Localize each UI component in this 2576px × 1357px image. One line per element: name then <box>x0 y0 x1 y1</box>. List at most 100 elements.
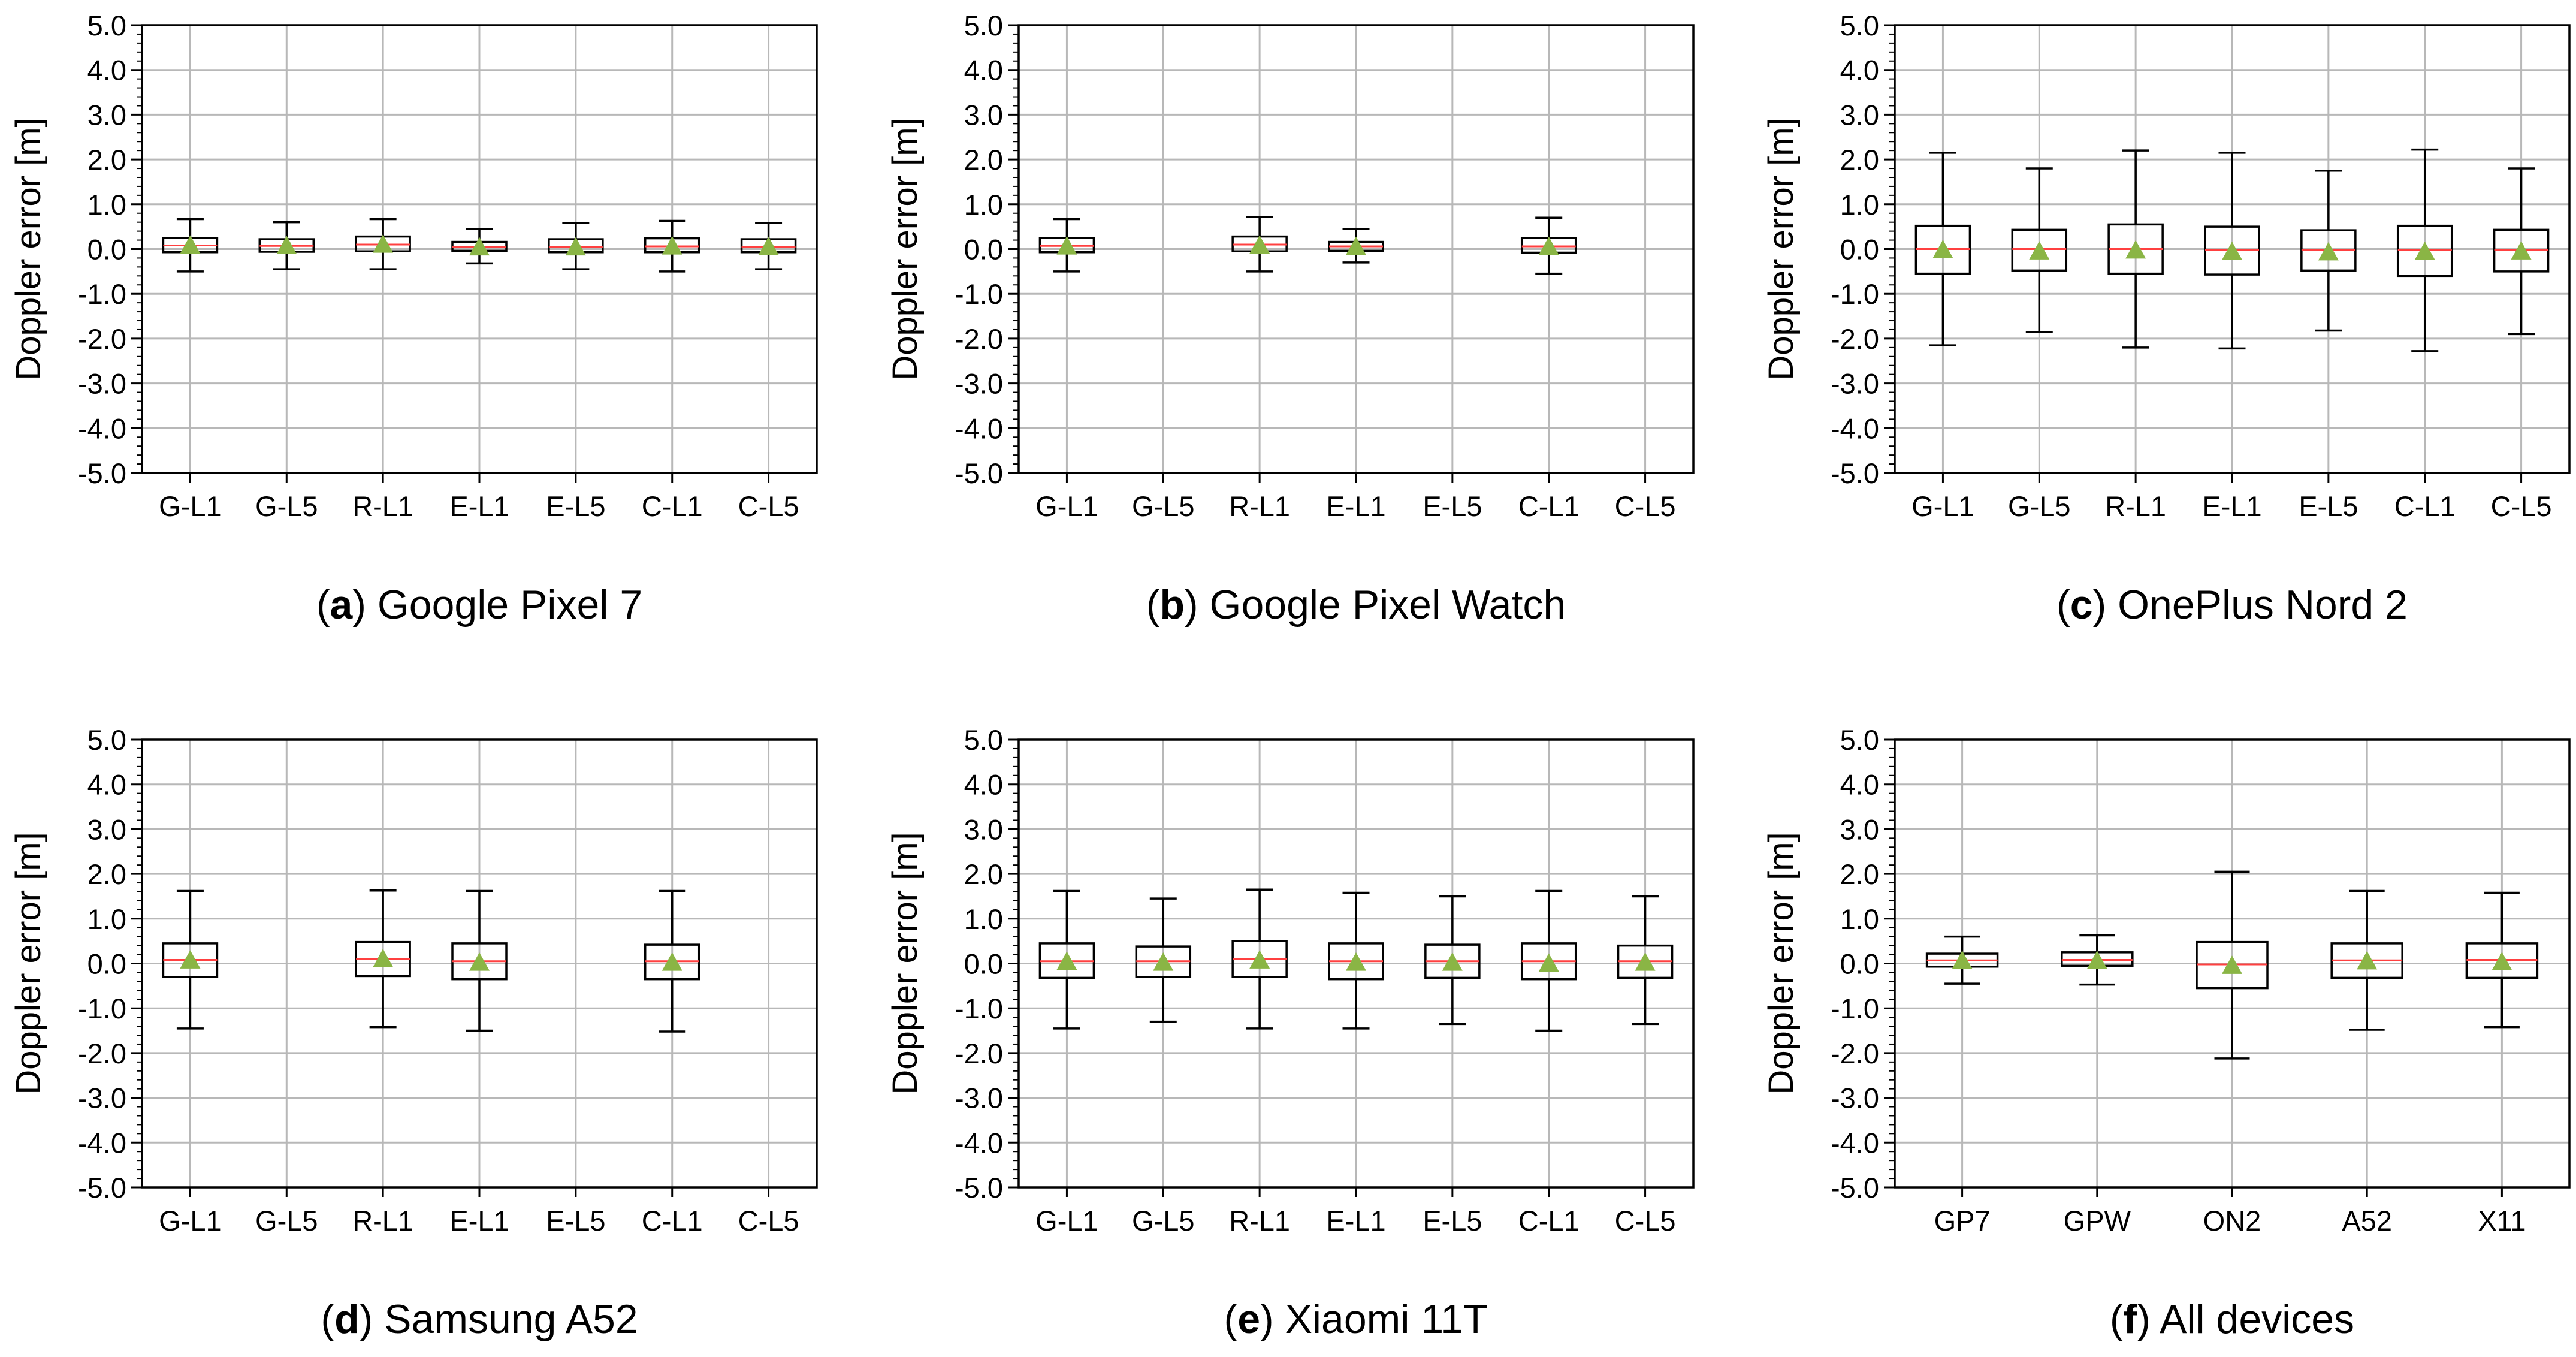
x-tick-label: C-L1 <box>1518 1205 1580 1237</box>
box-R-L1 <box>355 218 411 270</box>
y-tick-label: -3.0 <box>1831 368 1879 400</box>
x-tick-label: G-L5 <box>255 490 318 522</box>
y-tick-label: 5.0 <box>964 724 1003 756</box>
mean-marker <box>2511 241 2532 260</box>
x-tick-label: C-L5 <box>1615 1205 1676 1237</box>
axes-frame <box>1894 738 2571 1189</box>
mean-marker <box>662 236 682 255</box>
box-G-L1 <box>1038 889 1095 1030</box>
subplot-b: 5.0 4.0 3.0 2.0 1.0 0.0 -1.0 -2.0 -3.0 -4.0 -5.0 G-… <box>886 10 1695 628</box>
box-C-L1 <box>1520 889 1577 1032</box>
y-tick-label: 4.0 <box>964 55 1003 86</box>
x-tick-label: X11 <box>2478 1205 2526 1237</box>
y-tick-label: -1.0 <box>78 278 126 310</box>
box-E-L1 <box>451 889 508 1032</box>
x-tick-label: E-L1 <box>2202 490 2261 522</box>
caption-title: Google Pixel 7 <box>378 582 642 628</box>
caption-letter: c <box>2070 582 2093 628</box>
box-R-L1 <box>1231 888 1288 1030</box>
mean-marker <box>1249 235 1270 254</box>
box-X11 <box>2465 891 2539 1029</box>
subplot-caption: (e) Xiaomi 11T <box>1224 1296 1488 1342</box>
box-C-L5 <box>1617 895 1674 1026</box>
caption-paren-close: ) <box>1260 1296 1285 1342</box>
mean-marker <box>2086 951 2107 969</box>
y-tick-label: -4.0 <box>955 412 1003 444</box>
y-tick-label: -1.0 <box>955 278 1003 310</box>
y-tick-label: 4.0 <box>1840 769 1879 801</box>
y-tick-label: -3.0 <box>955 368 1003 400</box>
x-tick-label: C-L5 <box>738 1205 799 1237</box>
y-tick-label: -5.0 <box>1831 1172 1879 1204</box>
y-tick-label: -5.0 <box>955 457 1003 489</box>
x-tick-label: C-L1 <box>642 490 703 522</box>
box-C-L1 <box>644 889 700 1033</box>
x-tick-label: C-L1 <box>1518 490 1580 522</box>
y-tick-label: 3.0 <box>964 99 1003 131</box>
y-tick-label: 2.0 <box>87 144 126 176</box>
mean-marker <box>1249 950 1270 969</box>
axes-frame <box>141 24 818 474</box>
x-tick-label: G-L5 <box>1132 1205 1195 1237</box>
y-tick-label: -4.0 <box>955 1127 1003 1159</box>
caption-paren-close: ) <box>2093 582 2118 628</box>
box-G-L1 <box>1038 218 1095 273</box>
y-tick-label: 5.0 <box>964 10 1003 41</box>
box-G-L1 <box>1914 152 1971 346</box>
box-iqr <box>2011 228 2068 272</box>
subplot-caption: (d) Samsung A52 <box>321 1296 638 1342</box>
box-C-L5 <box>2493 167 2550 336</box>
y-tick-label: -2.0 <box>78 323 126 355</box>
y-tick-label: 4.0 <box>87 769 126 801</box>
box-E-L1 <box>2204 152 2260 350</box>
caption-paren-open: ( <box>2110 1296 2124 1342</box>
x-tick-label: R-L1 <box>1229 1205 1290 1237</box>
x-tick-label: R-L1 <box>352 490 413 522</box>
y-tick-label: 3.0 <box>87 813 126 845</box>
mean-marker <box>565 237 586 256</box>
caption-paren-close: ) <box>360 1296 385 1342</box>
caption-paren-close: ) <box>352 582 378 628</box>
x-tick-label: G-L1 <box>159 490 222 522</box>
caption-letter: a <box>330 582 354 628</box>
caption-paren-close: ) <box>2137 1296 2160 1342</box>
y-tick-label: -2.0 <box>955 323 1003 355</box>
y-axis-label: Doppler error [m] <box>9 832 48 1094</box>
x-tick-label: E-L1 <box>449 490 509 522</box>
y-tick-label: -5.0 <box>78 457 126 489</box>
box-GP7 <box>1925 935 1999 985</box>
mean-marker <box>2357 951 2378 970</box>
x-tick-label: C-L1 <box>642 1205 703 1237</box>
x-tick-label: E-L5 <box>1423 1205 1482 1237</box>
box-E-L5 <box>1424 895 1481 1026</box>
caption-title: Xiaomi 11T <box>1285 1296 1488 1342</box>
box-G-L1 <box>162 218 219 273</box>
y-tick-label: 0.0 <box>87 234 126 266</box>
x-tick-label: G-L1 <box>1911 490 1974 522</box>
x-tick-label: ON2 <box>2203 1205 2261 1237</box>
subplot-caption: (a) Google Pixel 7 <box>316 582 642 628</box>
x-tick-label: E-L1 <box>1326 490 1385 522</box>
caption-title: OnePlus Nord 2 <box>2118 582 2408 628</box>
y-tick-label: 3.0 <box>1840 813 1879 845</box>
x-tick-label: E-L1 <box>1326 1205 1385 1237</box>
subplot-caption: (f) All devices <box>2110 1296 2354 1342</box>
x-tick-label: E-L1 <box>449 1205 509 1237</box>
x-tick-label: R-L1 <box>1229 490 1290 522</box>
mean-marker <box>1346 236 1366 255</box>
box-C-L1 <box>1520 216 1577 275</box>
y-tick-label: -4.0 <box>1831 412 1879 444</box>
y-tick-label: -5.0 <box>955 1172 1003 1204</box>
x-tick-label: G-L1 <box>1035 490 1098 522</box>
mean-marker <box>1932 239 1953 258</box>
x-tick-label: E-L5 <box>546 1205 605 1237</box>
box-R-L1 <box>355 889 411 1029</box>
y-tick-label: -2.0 <box>1831 323 1879 355</box>
subplot-a: 5.0 4.0 3.0 2.0 1.0 0.0 -1.0 -2.0 -3.0 -4.0 -5.0 G-… <box>9 10 818 628</box>
box-E-L1 <box>1328 891 1384 1030</box>
mean-marker <box>1153 952 1174 971</box>
box-E-L1 <box>1328 228 1384 264</box>
x-tick-label: G-L5 <box>1132 490 1195 522</box>
x-tick-label: E-L5 <box>546 490 605 522</box>
